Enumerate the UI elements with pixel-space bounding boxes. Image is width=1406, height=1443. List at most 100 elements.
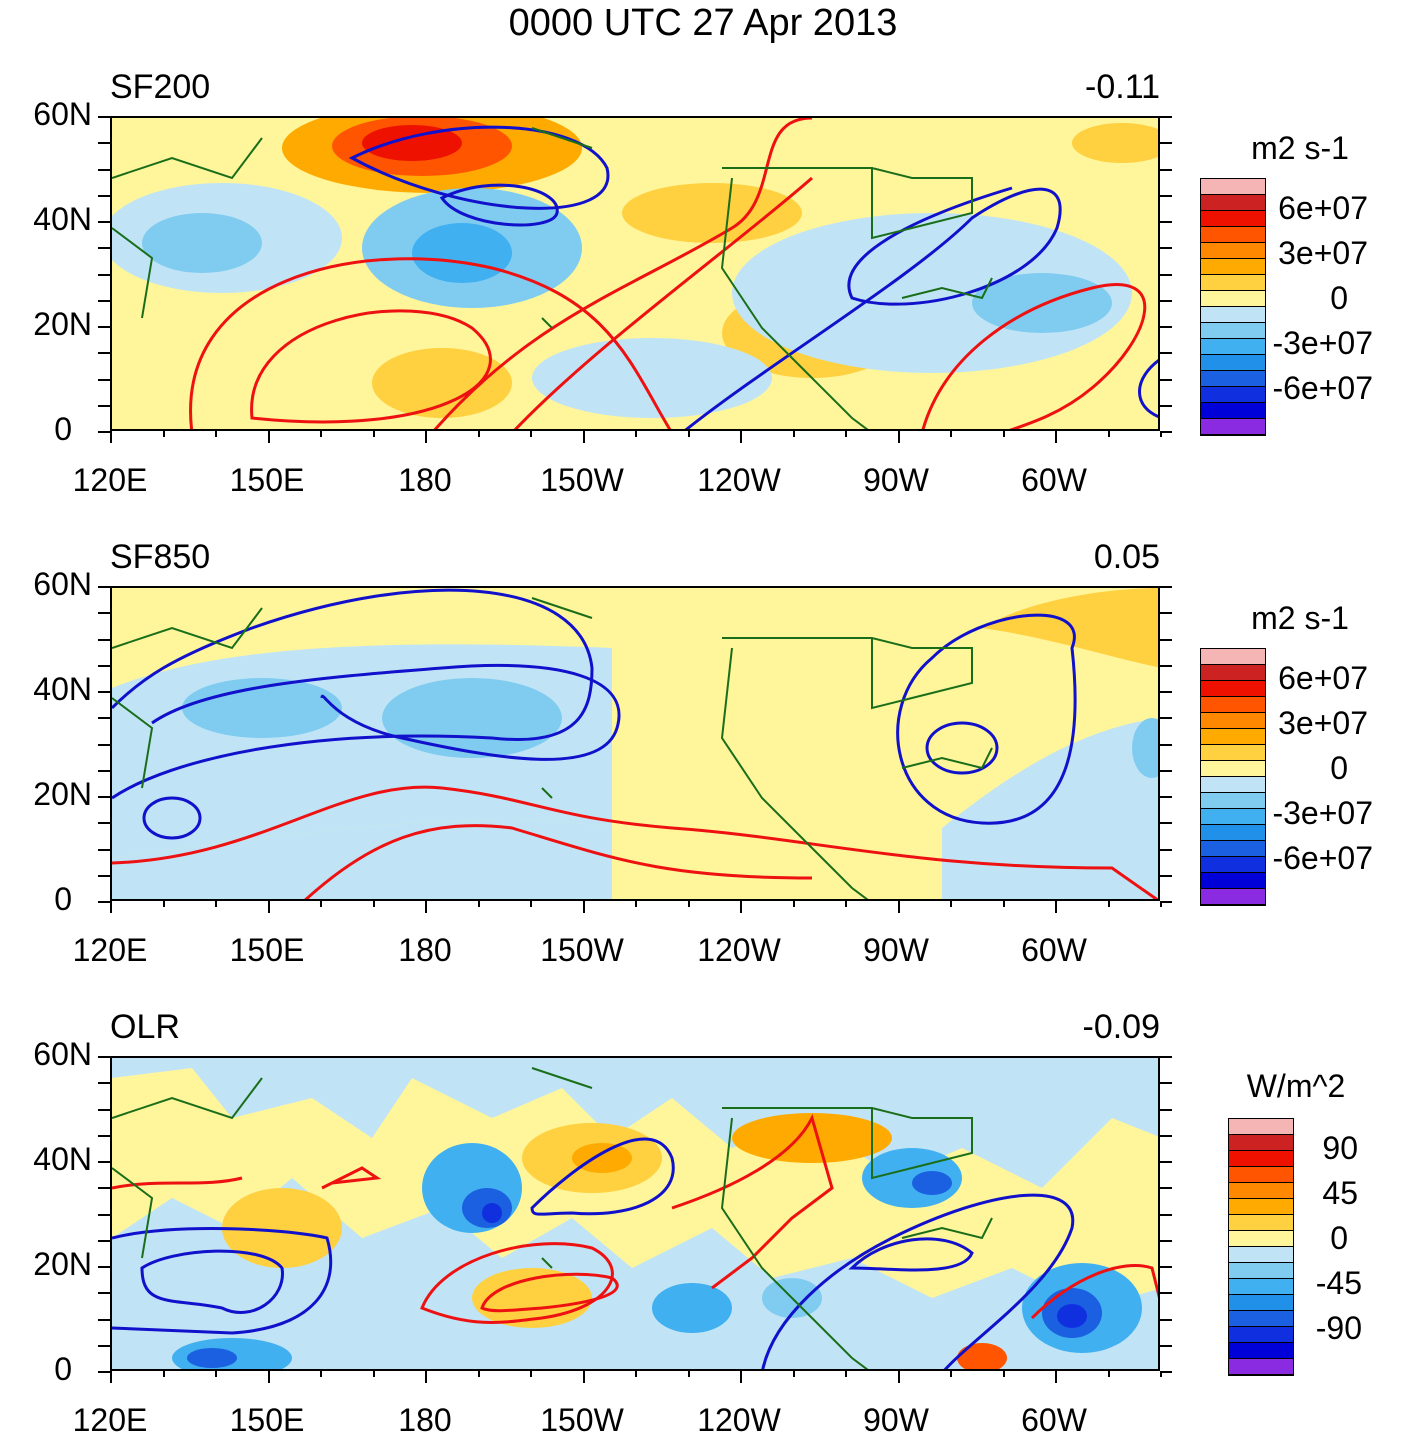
axis-tick — [98, 612, 110, 615]
colorbar — [1228, 1118, 1294, 1376]
axis-tick — [1160, 901, 1162, 907]
axis-tick — [1160, 221, 1172, 223]
axis-tick — [425, 1371, 427, 1383]
axis-tick — [1160, 664, 1172, 667]
axis-tick — [98, 1213, 110, 1216]
axis-tick — [98, 299, 110, 302]
axis-tick — [98, 247, 110, 250]
colorbar-swatch — [1229, 1311, 1293, 1327]
axis-tick — [1160, 717, 1172, 720]
lon-label: 60W — [1021, 932, 1087, 968]
axis-tick — [950, 431, 952, 437]
axis-tick — [98, 1161, 110, 1163]
colorbar-label: -6e+07 — [1272, 840, 1373, 876]
axis-tick — [1160, 1371, 1162, 1377]
axis-tick — [98, 691, 110, 693]
axis-tick — [98, 664, 110, 667]
axis-tick — [1160, 142, 1172, 145]
axis-tick — [98, 378, 110, 381]
colorbar-swatch — [1229, 1359, 1293, 1375]
colorbar-swatch — [1229, 1263, 1293, 1279]
colorbar-label: 0 — [1330, 750, 1348, 786]
lat-label: 40N — [33, 201, 92, 237]
axis-tick — [897, 901, 900, 913]
colorbar — [1200, 178, 1266, 436]
colorbar-swatch — [1201, 403, 1265, 419]
axis-tick — [110, 901, 112, 913]
panel-value: -0.09 — [1082, 1008, 1161, 1046]
axis-tick — [845, 1371, 847, 1377]
lon-label: 120E — [72, 462, 148, 498]
axis-tick — [267, 431, 270, 443]
colorbar-swatch — [1201, 777, 1265, 793]
colorbar-label: -6e+07 — [1272, 370, 1373, 406]
figure-title: 0000 UTC 27 Apr 2013 — [508, 2, 898, 44]
axis-tick — [98, 1292, 110, 1295]
axis-tick — [98, 586, 110, 588]
axis-tick — [1160, 586, 1172, 588]
colorbar-swatch — [1229, 1295, 1293, 1311]
axis-tick — [162, 431, 165, 437]
units-label: m2 s-1 — [1251, 130, 1349, 166]
colorbar-swatch — [1229, 1183, 1293, 1199]
colorbar-swatch — [1201, 179, 1265, 195]
map-svg — [112, 1058, 1158, 1369]
axis-tick — [897, 1371, 900, 1383]
axis-tick — [98, 1187, 110, 1190]
axis-tick — [1160, 638, 1172, 641]
axis-tick — [98, 431, 110, 433]
panel-value: -0.11 — [1085, 68, 1160, 106]
colorbar-swatch — [1201, 195, 1265, 211]
axis-tick — [425, 901, 427, 913]
colorbar-swatch — [1201, 793, 1265, 809]
lat-label: 20N — [33, 1246, 92, 1282]
axis-tick — [98, 1318, 110, 1321]
colorbar-swatch — [1229, 1199, 1293, 1215]
colorbar-swatch — [1229, 1167, 1293, 1183]
lon-label: 150W — [540, 462, 624, 498]
lat-label: 40N — [33, 671, 92, 707]
axis-tick — [1160, 874, 1172, 877]
axis-tick — [950, 1371, 952, 1377]
axis-tick — [162, 1371, 165, 1377]
axis-tick — [1055, 431, 1057, 443]
colorbar-swatch — [1229, 1343, 1293, 1359]
colorbar-label: 3e+07 — [1278, 705, 1368, 741]
axis-tick — [687, 901, 690, 907]
axis-tick — [98, 326, 110, 328]
axis-tick — [1160, 743, 1172, 746]
axis-tick — [98, 638, 110, 641]
lat-label: 0 — [54, 881, 72, 917]
axis-tick — [1107, 1371, 1110, 1377]
colorbar-swatch — [1201, 841, 1265, 857]
lon-label: 120W — [697, 932, 781, 968]
lat-label: 20N — [33, 306, 92, 342]
colorbar-label: 3e+07 — [1278, 235, 1368, 271]
axis-tick — [1160, 1056, 1172, 1058]
axis-tick — [1160, 299, 1172, 302]
axis-tick — [1160, 431, 1172, 433]
axis-tick — [1160, 1187, 1172, 1190]
colorbar-swatch — [1229, 1279, 1293, 1295]
map-svg — [112, 588, 1158, 899]
axis-tick — [98, 1056, 110, 1058]
axis-tick — [110, 1371, 112, 1383]
axis-tick — [98, 717, 110, 720]
axis-tick — [1160, 1371, 1172, 1373]
colorbar-swatch — [1201, 697, 1265, 713]
colorbar-swatch — [1201, 291, 1265, 307]
colorbar-swatch — [1201, 387, 1265, 403]
colorbar-swatch — [1229, 1215, 1293, 1231]
lon-label: 150E — [229, 462, 305, 498]
colorbar-swatch — [1201, 761, 1265, 777]
lon-label: 180 — [398, 462, 452, 498]
colorbar-swatch — [1201, 307, 1265, 323]
axis-tick — [1160, 1134, 1172, 1137]
units-label: m2 s-1 — [1251, 600, 1349, 636]
colorbar-swatch — [1201, 809, 1265, 825]
map-olr — [110, 1056, 1160, 1371]
axis-tick — [792, 1371, 795, 1377]
axis-tick — [1160, 769, 1172, 772]
colorbar-swatch — [1201, 275, 1265, 291]
axis-tick — [582, 431, 585, 443]
